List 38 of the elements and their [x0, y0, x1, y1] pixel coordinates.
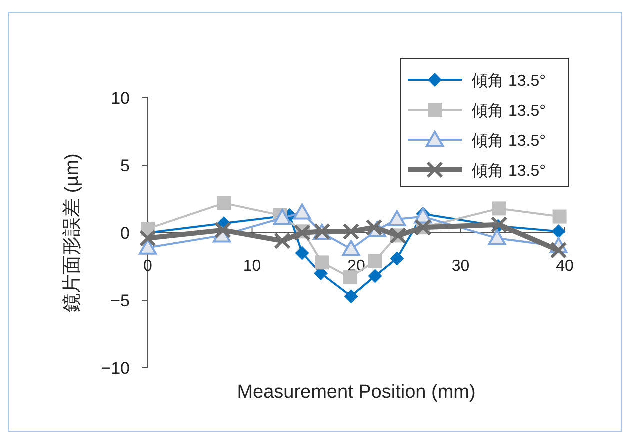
point: [368, 254, 382, 268]
point: [488, 229, 506, 246]
point: [342, 223, 360, 240]
point: [293, 204, 312, 220]
point: [140, 230, 156, 247]
point: [214, 222, 232, 239]
legend-label: 傾角 13.5°: [472, 163, 546, 180]
point: [274, 232, 291, 250]
y-tick-label: −5: [110, 292, 130, 310]
y-axis-title: 鏡片面形誤差 (µm): [62, 154, 83, 312]
x-tick-label: 40: [556, 258, 574, 275]
point: [388, 210, 406, 226]
y-tick-label: 5: [120, 156, 130, 176]
point: [273, 209, 292, 226]
x-tick-label: 30: [452, 258, 470, 275]
point: [368, 269, 382, 284]
point: [492, 202, 506, 216]
point: [552, 224, 566, 239]
point: [366, 219, 383, 236]
y-tick-label: −10: [101, 359, 130, 378]
point: [295, 246, 310, 260]
point: [139, 238, 157, 255]
x-tick-label: 10: [243, 258, 262, 275]
point: [217, 196, 232, 210]
point: [342, 240, 360, 256]
point: [344, 289, 358, 304]
legend-label: 傾角 13.5°: [472, 103, 546, 120]
x-axis-title: Measurement Position (mm): [237, 382, 476, 403]
point: [343, 270, 358, 285]
point: [552, 210, 567, 224]
legend-label: 傾角 13.5°: [472, 73, 546, 90]
point: [550, 242, 568, 260]
y-tick-label: 0: [120, 224, 130, 243]
legend-label: 傾角 13.5°: [472, 133, 546, 150]
point: [315, 256, 330, 270]
point: [490, 216, 508, 234]
y-tick-label: 10: [111, 89, 130, 108]
point: [390, 252, 404, 266]
